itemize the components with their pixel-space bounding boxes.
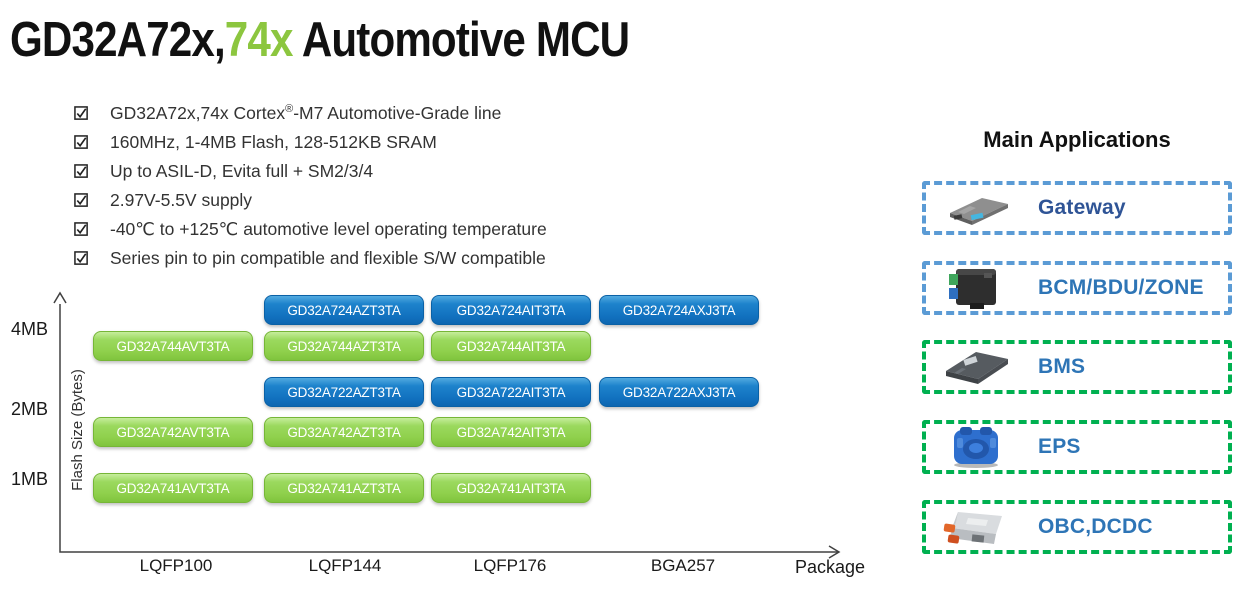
part-chip: GD32A744AZT3TA (264, 331, 424, 361)
feature-text: Series pin to pin compatible and flexibl… (110, 248, 546, 268)
checkbox-checked-icon (74, 135, 88, 149)
feature-item: GD32A72x,74x Cortex®-M7 Automotive-Grade… (74, 104, 547, 123)
eps-module-icon (938, 424, 1016, 470)
part-chip: GD32A724AZT3TA (264, 295, 424, 325)
y-tick-4mb: 4MB (10, 319, 48, 339)
feature-text: Up to ASIL-D, Evita full + SM2/3/4 (110, 161, 374, 181)
title-highlight: 74x (224, 13, 294, 67)
feature-text: -40℃ to +125℃ automotive level operating… (110, 219, 547, 239)
part-chip: GD32A722AXJ3TA (599, 377, 759, 407)
feature-text: 2.97V-5.5V supply (110, 190, 253, 210)
bcm-module-icon (938, 265, 1016, 311)
feature-item: -40℃ to +125℃ automotive level operating… (74, 220, 547, 239)
part-chip: GD32A742AVT3TA (93, 417, 253, 447)
x-tick-lqfp144: LQFP144 (308, 556, 382, 575)
title-black-part: GD32A72x, (10, 13, 226, 67)
checkbox-checked-icon (74, 193, 88, 207)
y-tick-2mb: 2MB (10, 399, 48, 419)
title-suffix: Automotive MCU (292, 13, 630, 67)
application-label: EPS (1038, 435, 1081, 458)
application-label: Gateway (1038, 196, 1126, 219)
part-chip: GD32A744AIT3TA (431, 331, 591, 361)
part-chip: GD32A724AIT3TA (431, 295, 591, 325)
part-chip: GD32A742AIT3TA (431, 417, 591, 447)
part-chip: GD32A722AIT3TA (431, 377, 591, 407)
part-chip: GD32A742AZT3TA (264, 417, 424, 447)
part-chip: GD32A741AVT3TA (93, 473, 253, 503)
application-label: BCM/BDU/ZONE (1038, 276, 1204, 299)
gateway-module-icon (938, 185, 1016, 231)
page-title: GD32A72x,74x Automotive MCU (10, 12, 630, 68)
x-tick-lqfp176: LQFP176 (473, 556, 547, 575)
application-label: BMS (1038, 355, 1086, 378)
part-chip: GD32A722AZT3TA (264, 377, 424, 407)
obc-module-icon (938, 504, 1016, 550)
applications-heading: Main Applications (983, 127, 1171, 152)
application-box-bms: BMS (922, 340, 1232, 394)
y-axis-label: Flash Size (Bytes) (69, 369, 86, 491)
feature-text: 160MHz, 1-4MB Flash, 128-512KB SRAM (110, 132, 437, 152)
application-box-eps: EPS (922, 420, 1232, 474)
checkbox-checked-icon (74, 106, 88, 120)
part-chip: GD32A741AZT3TA (264, 473, 424, 503)
checkbox-checked-icon (74, 251, 88, 265)
feature-list: GD32A72x,74x Cortex®-M7 Automotive-Grade… (74, 104, 547, 278)
feature-item: 2.97V-5.5V supply (74, 191, 547, 210)
application-label: OBC,DCDC (1038, 515, 1153, 538)
axes (53, 291, 841, 559)
x-tick-bga257: BGA257 (650, 556, 716, 575)
application-box-bcm: BCM/BDU/ZONE (922, 261, 1232, 315)
checkbox-checked-icon (74, 222, 88, 236)
x-tick-lqfp100: LQFP100 (139, 556, 213, 575)
feature-text: GD32A72x,74x Cortex®-M7 Automotive-Grade… (110, 103, 502, 123)
application-box-obc: OBC,DCDC (922, 500, 1232, 554)
feature-item: Series pin to pin compatible and flexibl… (74, 249, 547, 268)
x-axis-label: Package (795, 557, 866, 577)
x-axis-arrow-icon (828, 545, 841, 559)
y-axis-arrow-icon (53, 291, 67, 304)
feature-item: Up to ASIL-D, Evita full + SM2/3/4 (74, 162, 547, 181)
feature-item: 160MHz, 1-4MB Flash, 128-512KB SRAM (74, 133, 547, 152)
part-chip: GD32A724AXJ3TA (599, 295, 759, 325)
bms-module-icon (938, 344, 1016, 390)
part-chip: GD32A741AIT3TA (431, 473, 591, 503)
application-box-gateway: Gateway (922, 181, 1232, 235)
part-chip: GD32A744AVT3TA (93, 331, 253, 361)
y-tick-1mb: 1MB (10, 469, 48, 489)
checkbox-checked-icon (74, 164, 88, 178)
